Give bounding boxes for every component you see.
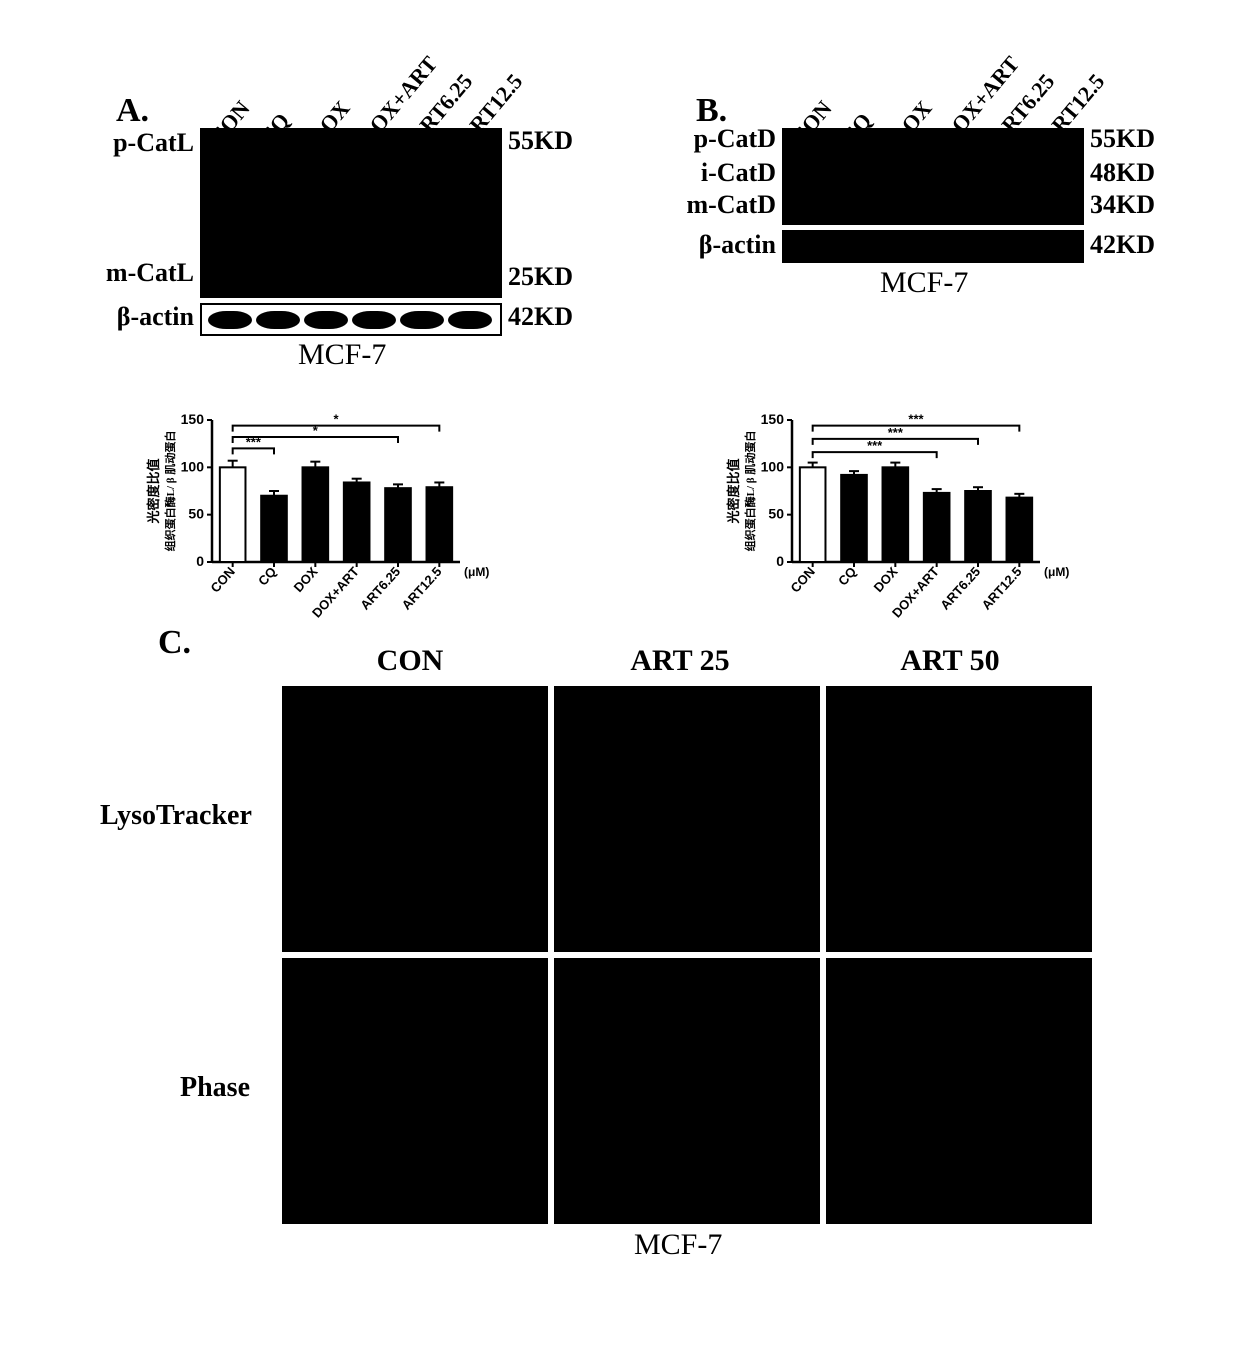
micro-row-phase: Phase — [180, 1072, 250, 1104]
micro-img — [554, 958, 820, 1224]
actin-lane — [304, 311, 348, 329]
svg-text:***: *** — [908, 412, 924, 427]
svg-text:CQ: CQ — [255, 564, 279, 589]
row-label-mCatD: m-CatD — [672, 190, 776, 220]
actin-lane — [352, 311, 396, 329]
micro-col-art25: ART 25 — [600, 644, 760, 678]
mw-25kd-a: 25KD — [508, 262, 573, 292]
cell-line-b: MCF-7 — [880, 266, 968, 300]
mw-55kd-b: 55KD — [1090, 124, 1155, 154]
svg-text:(μM): (μM) — [1044, 565, 1069, 579]
micro-img — [554, 686, 820, 952]
svg-text:CON: CON — [207, 564, 237, 596]
svg-text:***: *** — [888, 425, 904, 440]
svg-text:***: *** — [867, 438, 883, 453]
svg-text:光密度比值: 光密度比值 — [726, 458, 741, 524]
micro-row-lyso: LysoTracker — [100, 800, 252, 832]
row-label-iCatD: i-CatD — [672, 158, 776, 188]
row-label-pCatD: p-CatD — [672, 124, 776, 154]
micro-img — [282, 686, 548, 952]
svg-text:CQ: CQ — [835, 564, 859, 589]
svg-text:150: 150 — [181, 411, 205, 427]
blot-a-actin — [200, 303, 502, 336]
svg-text:组织蛋白酶L/ β 肌动蛋白: 组织蛋白酶L/ β 肌动蛋白 — [163, 431, 177, 552]
svg-text:*: * — [333, 412, 339, 427]
chart-a: 050100150光密度比值组织蛋白酶L/ β 肌动蛋白CONCQDOXDOX+… — [140, 410, 510, 630]
svg-text:ART12.5: ART12.5 — [399, 564, 445, 613]
micro-col-con: CON — [340, 644, 480, 678]
svg-text:(μM): (μM) — [464, 565, 489, 579]
svg-text:0: 0 — [776, 553, 784, 569]
svg-text:100: 100 — [181, 458, 205, 474]
cell-line-a: MCF-7 — [298, 338, 386, 372]
actin-lane — [256, 311, 300, 329]
svg-text:150: 150 — [761, 411, 785, 427]
micro-img — [282, 958, 548, 1224]
row-label-mCatL: m-CatL — [90, 258, 194, 288]
cell-line-c: MCF-7 — [634, 1228, 722, 1262]
actin-lane — [208, 311, 252, 329]
svg-text:CON: CON — [787, 564, 817, 596]
panel-c-label: C. — [158, 624, 191, 662]
blot-a-main — [200, 128, 502, 298]
mw-55kd-a: 55KD — [508, 126, 573, 156]
svg-text:100: 100 — [761, 458, 785, 474]
svg-text:DOX: DOX — [291, 564, 321, 595]
svg-text:DOX: DOX — [871, 564, 901, 595]
micro-col-art50: ART 50 — [870, 644, 1030, 678]
chart-b: 050100150光密度比值组织蛋白酶L/ β 肌动蛋白CONCQDOXDOX+… — [720, 410, 1090, 630]
blot-b-main — [782, 128, 1084, 225]
mw-42kd-b: 42KD — [1090, 230, 1155, 260]
svg-text:光密度比值: 光密度比值 — [146, 458, 161, 524]
row-label-pCatL: p-CatL — [90, 128, 194, 158]
panel-a-label: A. — [116, 92, 149, 130]
blot-b-actin — [782, 230, 1084, 263]
svg-text:ART6.25: ART6.25 — [357, 564, 403, 613]
svg-text:50: 50 — [188, 506, 204, 522]
actin-lane — [448, 311, 492, 329]
svg-text:组织蛋白酶L/ β 肌动蛋白: 组织蛋白酶L/ β 肌动蛋白 — [743, 431, 757, 552]
mw-42kd-a: 42KD — [508, 302, 573, 332]
svg-text:50: 50 — [768, 506, 784, 522]
row-label-actinA: β-actin — [90, 302, 194, 332]
svg-text:ART12.5: ART12.5 — [979, 564, 1025, 613]
svg-text:0: 0 — [196, 553, 204, 569]
micro-img — [826, 686, 1092, 952]
mw-34kd-b: 34KD — [1090, 190, 1155, 220]
micro-img — [826, 958, 1092, 1224]
mw-48kd-b: 48KD — [1090, 158, 1155, 188]
svg-text:ART6.25: ART6.25 — [937, 564, 983, 613]
row-label-actinB: β-actin — [672, 230, 776, 260]
actin-lane — [400, 311, 444, 329]
